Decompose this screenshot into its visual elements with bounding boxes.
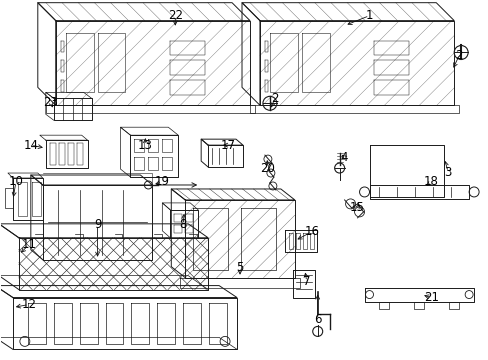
- Text: 23: 23: [43, 96, 58, 109]
- Text: 12: 12: [21, 298, 36, 311]
- Text: 8: 8: [179, 218, 186, 231]
- Text: 14: 14: [23, 139, 38, 152]
- Text: 13: 13: [138, 139, 153, 152]
- Text: 22: 22: [167, 9, 183, 22]
- Text: 17: 17: [220, 139, 235, 152]
- Text: 11: 11: [21, 238, 36, 251]
- Text: 7: 7: [303, 275, 310, 288]
- Text: 2: 2: [454, 49, 462, 62]
- Text: 19: 19: [155, 175, 169, 189]
- Text: 9: 9: [94, 218, 101, 231]
- Text: 2: 2: [270, 92, 278, 105]
- Text: 20: 20: [260, 162, 275, 175]
- Text: 10: 10: [8, 175, 23, 189]
- Text: 1: 1: [365, 9, 372, 22]
- Text: 21: 21: [423, 291, 438, 304]
- Text: 3: 3: [444, 166, 451, 179]
- Text: 5: 5: [236, 261, 243, 274]
- Text: 15: 15: [349, 201, 364, 215]
- Text: 16: 16: [304, 225, 319, 238]
- Text: 4: 4: [340, 150, 347, 163]
- Text: 6: 6: [313, 313, 321, 326]
- Text: 18: 18: [423, 175, 438, 189]
